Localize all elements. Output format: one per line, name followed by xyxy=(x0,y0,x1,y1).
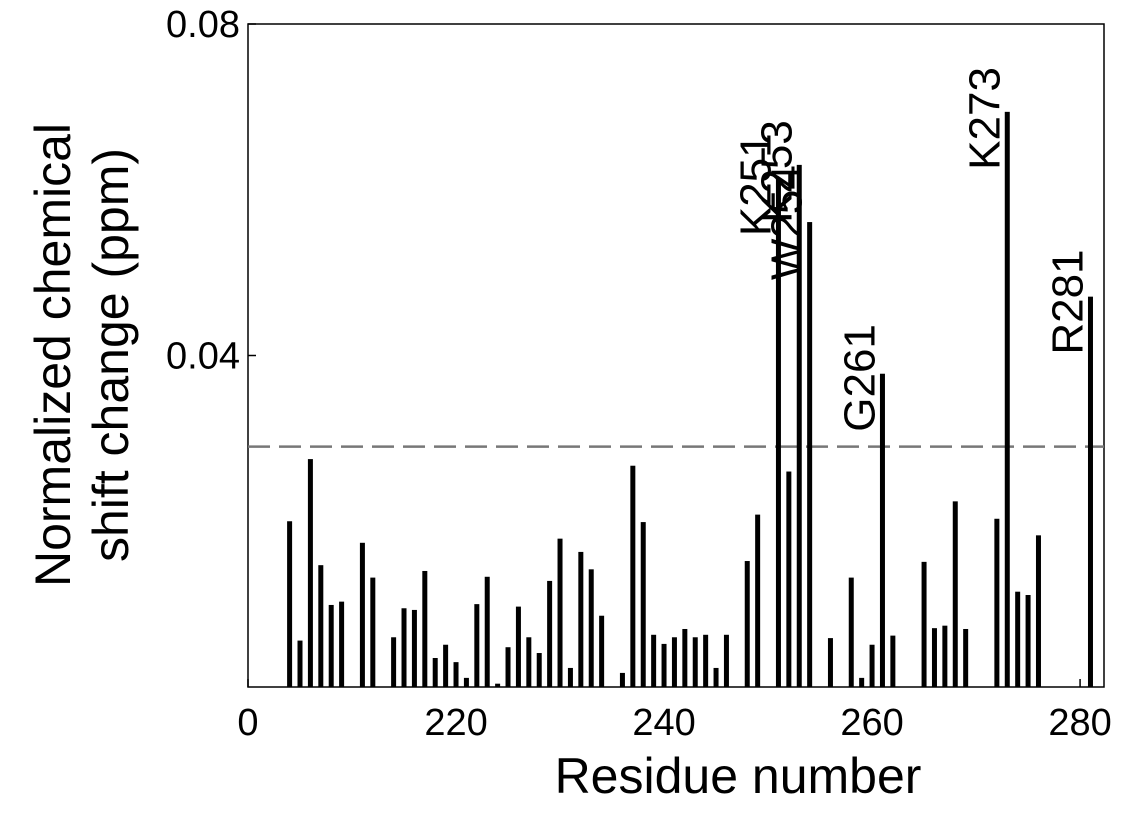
bar xyxy=(1035,535,1041,687)
bar xyxy=(339,601,345,687)
bar xyxy=(567,667,573,687)
bar xyxy=(661,643,667,687)
bar xyxy=(890,635,896,687)
x-tick-label: 240 xyxy=(632,702,695,744)
annotation: K273 xyxy=(960,67,1009,170)
bar xyxy=(931,628,937,687)
bar xyxy=(848,577,854,687)
bar xyxy=(827,638,833,687)
annotation: W254 xyxy=(763,165,812,280)
bar xyxy=(859,677,865,687)
bar xyxy=(526,637,532,687)
bar xyxy=(723,634,729,687)
bar xyxy=(807,222,813,688)
bar xyxy=(578,551,584,687)
bar xyxy=(588,569,594,687)
bar xyxy=(994,518,1000,687)
bar xyxy=(786,471,792,687)
bar xyxy=(1087,296,1093,687)
bar xyxy=(651,634,657,687)
bar xyxy=(796,164,802,687)
annotation: K253 xyxy=(752,120,801,223)
bar xyxy=(411,609,417,687)
bar xyxy=(474,604,480,687)
bar xyxy=(1025,595,1031,687)
bar xyxy=(703,634,709,687)
y-axis-title: Normalized chemical xyxy=(25,123,81,587)
bar xyxy=(401,608,407,687)
bar xyxy=(755,514,761,687)
bar xyxy=(391,637,397,687)
bar xyxy=(359,542,365,687)
bar xyxy=(682,628,688,687)
x-tick-label: 0 xyxy=(237,702,258,744)
bar xyxy=(963,628,969,687)
bar xyxy=(619,672,625,687)
annotation: G261 xyxy=(835,324,884,432)
y-axis-title: shift change (ppm) xyxy=(83,148,139,562)
x-axis-title: Residue number xyxy=(555,748,922,804)
bar xyxy=(370,577,376,687)
bar xyxy=(671,637,677,687)
bar xyxy=(515,606,521,687)
bar xyxy=(328,604,334,687)
bar xyxy=(463,677,469,687)
bar xyxy=(921,561,927,687)
bar xyxy=(692,637,698,687)
bar xyxy=(942,625,948,687)
y-tick-label: 0.08 xyxy=(166,4,240,46)
bar xyxy=(640,522,646,687)
bar xyxy=(495,683,501,687)
bar xyxy=(443,644,449,687)
x-tick-label: 260 xyxy=(840,702,903,744)
annotation: R281 xyxy=(1043,249,1092,354)
bar xyxy=(432,657,438,687)
y-tick-label: 0.04 xyxy=(166,336,240,378)
bar xyxy=(1004,111,1010,687)
bar xyxy=(307,459,313,687)
bar xyxy=(547,580,553,687)
bar xyxy=(484,576,490,687)
bar xyxy=(318,565,324,687)
bar xyxy=(869,644,875,687)
bar xyxy=(952,501,958,687)
bar xyxy=(879,373,885,687)
bar xyxy=(453,662,459,687)
bar xyxy=(297,640,303,687)
bar xyxy=(630,465,636,687)
x-tick-label: 280 xyxy=(1048,702,1111,744)
bar xyxy=(744,561,750,687)
bar xyxy=(557,538,563,687)
bar xyxy=(505,647,511,687)
bar xyxy=(599,615,605,687)
bar xyxy=(1015,591,1021,687)
bar xyxy=(536,653,542,687)
bar xyxy=(775,178,781,687)
bar xyxy=(422,570,428,687)
annotation: K251 xyxy=(731,133,780,236)
bar xyxy=(287,521,293,687)
bar xyxy=(713,667,719,687)
x-tick-label: 220 xyxy=(424,702,487,744)
